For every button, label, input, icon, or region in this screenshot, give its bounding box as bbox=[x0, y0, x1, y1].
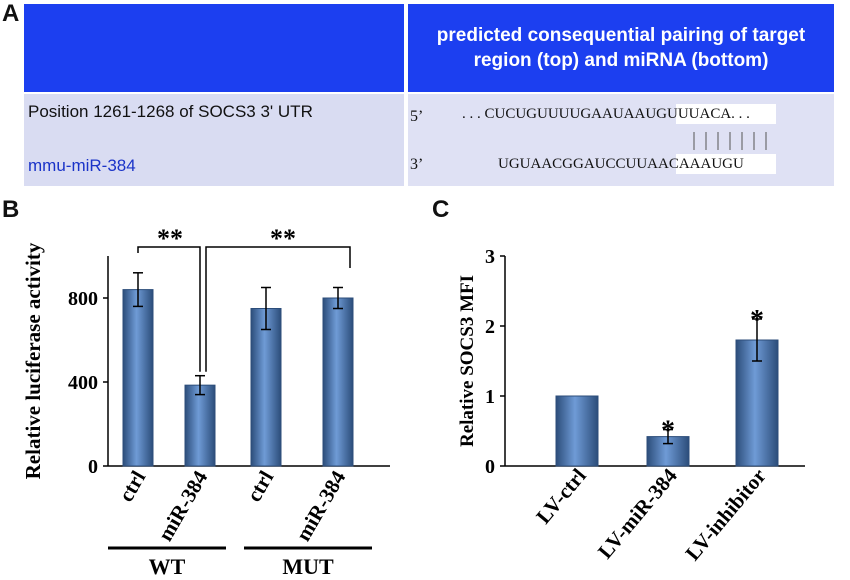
five-prime-label: 5’ bbox=[410, 108, 424, 125]
b-significance-bracket bbox=[137, 246, 201, 372]
panel-c-letter: C bbox=[432, 196, 450, 223]
b-bar bbox=[122, 289, 154, 467]
c-significance-star: * bbox=[750, 305, 764, 336]
header-right-cell: predicted consequential pairing of targe… bbox=[408, 4, 834, 92]
c-category-label: LV-miR-384 bbox=[593, 463, 682, 563]
c-y-tick-label: 0 bbox=[485, 456, 495, 478]
b-bar bbox=[322, 297, 354, 467]
row-right-cell: 5’ 3’ . . . CUCUGUUUUGAAUAAUGUUUACA. . .… bbox=[408, 94, 834, 186]
mirna-sequence: UGUAACGGAUCCUUAACAAAUGU bbox=[498, 156, 744, 172]
seed-highlight-top bbox=[676, 104, 776, 124]
b-significance-label: ** bbox=[270, 224, 296, 253]
mirna-label: mmu-miR-384 bbox=[28, 156, 136, 175]
position-label: Position 1261-1268 of SOCS3 3' UTR bbox=[28, 102, 313, 121]
b-bar bbox=[250, 308, 282, 467]
b-category-label: miR-384 bbox=[291, 466, 351, 545]
b-y-tick-label: 0 bbox=[88, 456, 98, 478]
target-pairing-table: predicted consequential pairing of targe… bbox=[24, 4, 834, 186]
b-significance-label: ** bbox=[157, 224, 183, 253]
b-category-label: ctrl bbox=[242, 466, 279, 505]
c-category-label: LV-inhibitor bbox=[680, 464, 770, 565]
c-y-tick-label: 3 bbox=[485, 246, 495, 268]
three-prime-label: 3’ bbox=[410, 156, 424, 173]
header-left-cell bbox=[24, 4, 404, 92]
b-y-tick-label: 800 bbox=[68, 288, 98, 310]
panel-a-letter: A bbox=[2, 0, 20, 27]
c-category-label: LV-ctrl bbox=[531, 464, 591, 529]
row-left-cell: Position 1261-1268 of SOCS3 3' UTR mmu-m… bbox=[24, 94, 404, 186]
b-bar bbox=[184, 384, 216, 467]
c-bar bbox=[555, 395, 599, 467]
c-y-tick-label: 1 bbox=[485, 386, 495, 408]
b-significance-bracket bbox=[205, 246, 351, 372]
b-y-tick-label: 400 bbox=[68, 372, 98, 394]
c-y-tick-label: 2 bbox=[485, 316, 495, 338]
b-y-axis-label: Relative luciferase activity bbox=[21, 242, 45, 479]
b-category-label: miR-384 bbox=[153, 466, 213, 545]
b-group-label: MUT bbox=[282, 554, 334, 579]
seed-highlight-bottom bbox=[676, 154, 776, 174]
panel-b-letter: B bbox=[2, 196, 20, 223]
base-pair-bonds bbox=[693, 132, 767, 150]
socs3-mfi-bar-chart: 0 1 2 3 Relative SOCS3 MFI LV-ctrl * LV-miR-384… bbox=[457, 246, 805, 565]
c-significance-star: * bbox=[661, 416, 675, 447]
b-category-label: ctrl bbox=[114, 466, 151, 505]
header-title: predicted consequential pairing of targe… bbox=[436, 25, 806, 71]
b-group-label: WT bbox=[149, 554, 186, 579]
target-sequence: . . . CUCUGUUUUGAAUAAUGUUUACA. . . bbox=[462, 106, 750, 122]
c-y-axis-label: Relative SOCS3 MFI bbox=[457, 275, 478, 447]
